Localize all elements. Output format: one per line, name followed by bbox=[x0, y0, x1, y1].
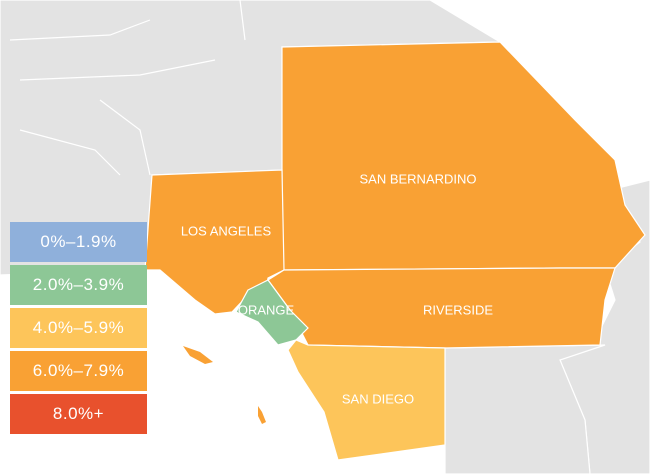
island-catalina bbox=[183, 346, 213, 364]
legend-item-4: 8.0%+ bbox=[10, 394, 147, 434]
legend-item-1: 2.0%–3.9% bbox=[10, 265, 147, 305]
legend-label: 4.0%–5.9% bbox=[32, 318, 125, 337]
legend-item-3: 6.0%–7.9% bbox=[10, 351, 147, 391]
island-clemente bbox=[258, 406, 266, 424]
legend: 0%–1.9% 2.0%–3.9% 4.0%–5.9% 6.0%–7.9% 8.… bbox=[10, 222, 147, 437]
county-san-diego[interactable] bbox=[287, 339, 446, 461]
county-san-bernardino[interactable] bbox=[281, 41, 646, 271]
legend-label: 8.0%+ bbox=[52, 404, 105, 423]
legend-label: 0%–1.9% bbox=[40, 232, 117, 251]
county-labels: SAN BERNARDINO LOS ANGELES RIVERSIDE ORA… bbox=[181, 171, 494, 406]
counties bbox=[144, 41, 646, 461]
legend-label: 6.0%–7.9% bbox=[32, 361, 125, 380]
legend-item-0: 0%–1.9% bbox=[10, 222, 147, 262]
label-riverside: RIVERSIDE bbox=[423, 302, 493, 317]
label-san-bernardino: SAN BERNARDINO bbox=[359, 171, 476, 186]
label-los-angeles: LOS ANGELES bbox=[181, 223, 272, 238]
land-imperial bbox=[444, 344, 606, 474]
legend-label: 2.0%–3.9% bbox=[32, 275, 125, 294]
land-boundary-lines bbox=[9, 0, 246, 176]
legend-item-2: 4.0%–5.9% bbox=[10, 308, 147, 348]
label-orange: ORANGE bbox=[238, 302, 295, 317]
label-san-diego: SAN DIEGO bbox=[342, 391, 414, 406]
